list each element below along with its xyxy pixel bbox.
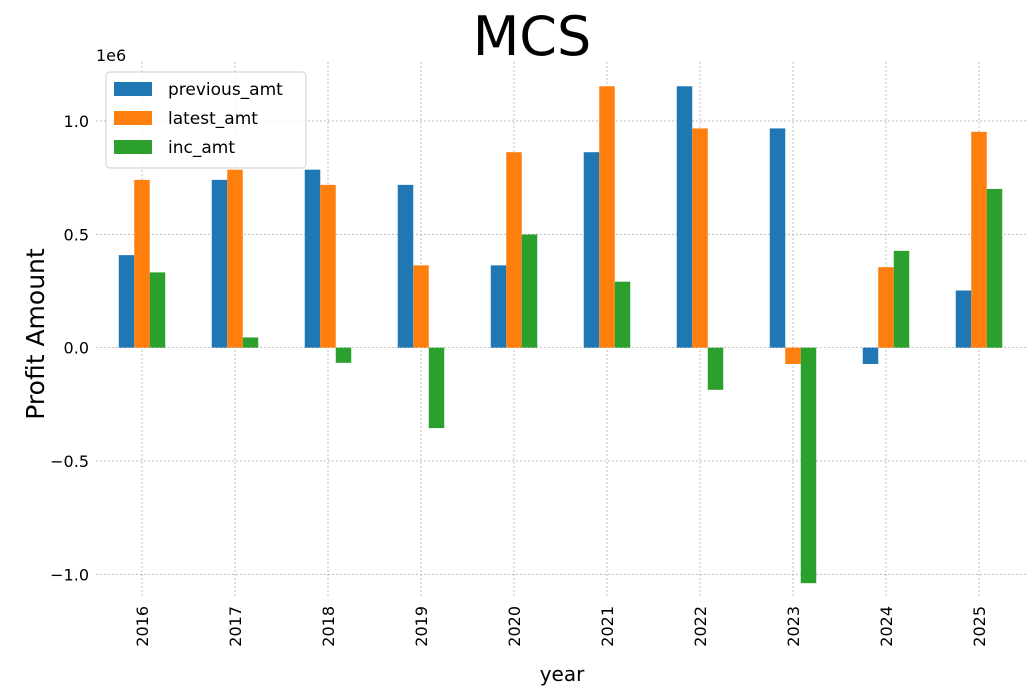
bar-inc_amt-2016	[149, 272, 166, 348]
bar-latest_amt-2021	[599, 86, 615, 348]
bar-previous_amt-2022	[676, 86, 693, 348]
bar-latest_amt-2019	[413, 265, 429, 348]
x-axis-label: year	[540, 662, 585, 686]
bar-inc_amt-2023	[800, 347, 817, 584]
legend-swatch-previous_amt	[114, 82, 152, 96]
y-tick-label: −1.0	[50, 565, 89, 584]
bar-inc_amt-2017	[242, 337, 259, 348]
bars	[118, 86, 1003, 584]
bar-previous_amt-2023	[769, 128, 786, 348]
y-offset-label: 1e6	[96, 46, 126, 65]
y-tick-label: 0.0	[64, 339, 89, 358]
bar-latest_amt-2018	[320, 184, 336, 348]
y-axis-label: Profit Amount	[21, 248, 50, 420]
x-tick-label: 2017	[226, 606, 245, 647]
y-tick-label: 0.5	[64, 225, 89, 244]
bar-previous_amt-2017	[211, 179, 228, 348]
bar-previous_amt-2024	[862, 347, 879, 364]
legend: previous_amt latest_amt inc_amt	[105, 71, 307, 169]
bar-previous_amt-2019	[397, 184, 414, 348]
legend-swatch-inc_amt	[114, 140, 152, 154]
bar-latest_amt-2017	[227, 169, 243, 348]
y-axis-ticks: 1.0 0.5 0.0 −0.5 −1.0	[50, 112, 89, 584]
y-tick-label: 1.0	[64, 112, 89, 131]
x-tick-label: 2018	[319, 606, 338, 647]
bar-latest_amt-2022	[692, 128, 708, 348]
bar-inc_amt-2019	[428, 347, 445, 429]
x-tick-label: 2019	[412, 606, 431, 647]
bar-latest_amt-2016	[134, 179, 150, 348]
x-tick-label: 2022	[691, 606, 710, 647]
legend-label-previous_amt: previous_amt	[168, 80, 283, 100]
x-axis-ticks: 2016 2017 2018 2019 2020 2021 2022 2023 2024 2025	[133, 606, 989, 647]
x-tick-label: 2020	[505, 606, 524, 647]
bar-latest_amt-2024	[878, 267, 894, 348]
x-tick-label: 2023	[784, 606, 803, 647]
bar-inc_amt-2024	[893, 250, 910, 348]
x-tick-label: 2016	[133, 606, 152, 647]
bar-inc_amt-2021	[614, 281, 631, 348]
legend-frame	[105, 71, 307, 169]
bar-previous_amt-2020	[490, 265, 507, 348]
bar-previous_amt-2018	[304, 169, 321, 348]
bar-latest_amt-2023	[785, 347, 801, 364]
x-tick-label: 2025	[970, 606, 989, 647]
bar-previous_amt-2016	[118, 255, 135, 348]
legend-label-latest_amt: latest_amt	[168, 109, 258, 129]
bar-latest_amt-2020	[506, 152, 522, 348]
y-tick-label: −0.5	[50, 452, 89, 471]
x-tick-label: 2024	[877, 606, 896, 647]
legend-label-inc_amt: inc_amt	[168, 138, 235, 158]
chart-title: MCS	[473, 5, 592, 68]
bar-previous_amt-2021	[583, 152, 600, 348]
bar-inc_amt-2025	[986, 188, 1003, 348]
legend-swatch-latest_amt	[114, 111, 152, 125]
bar-inc_amt-2020	[521, 234, 538, 348]
bar-previous_amt-2025	[955, 290, 972, 348]
x-tick-label: 2021	[598, 606, 617, 647]
bar-inc_amt-2018	[335, 347, 352, 363]
bar-inc_amt-2022	[707, 347, 724, 390]
bar-latest_amt-2025	[971, 131, 987, 348]
